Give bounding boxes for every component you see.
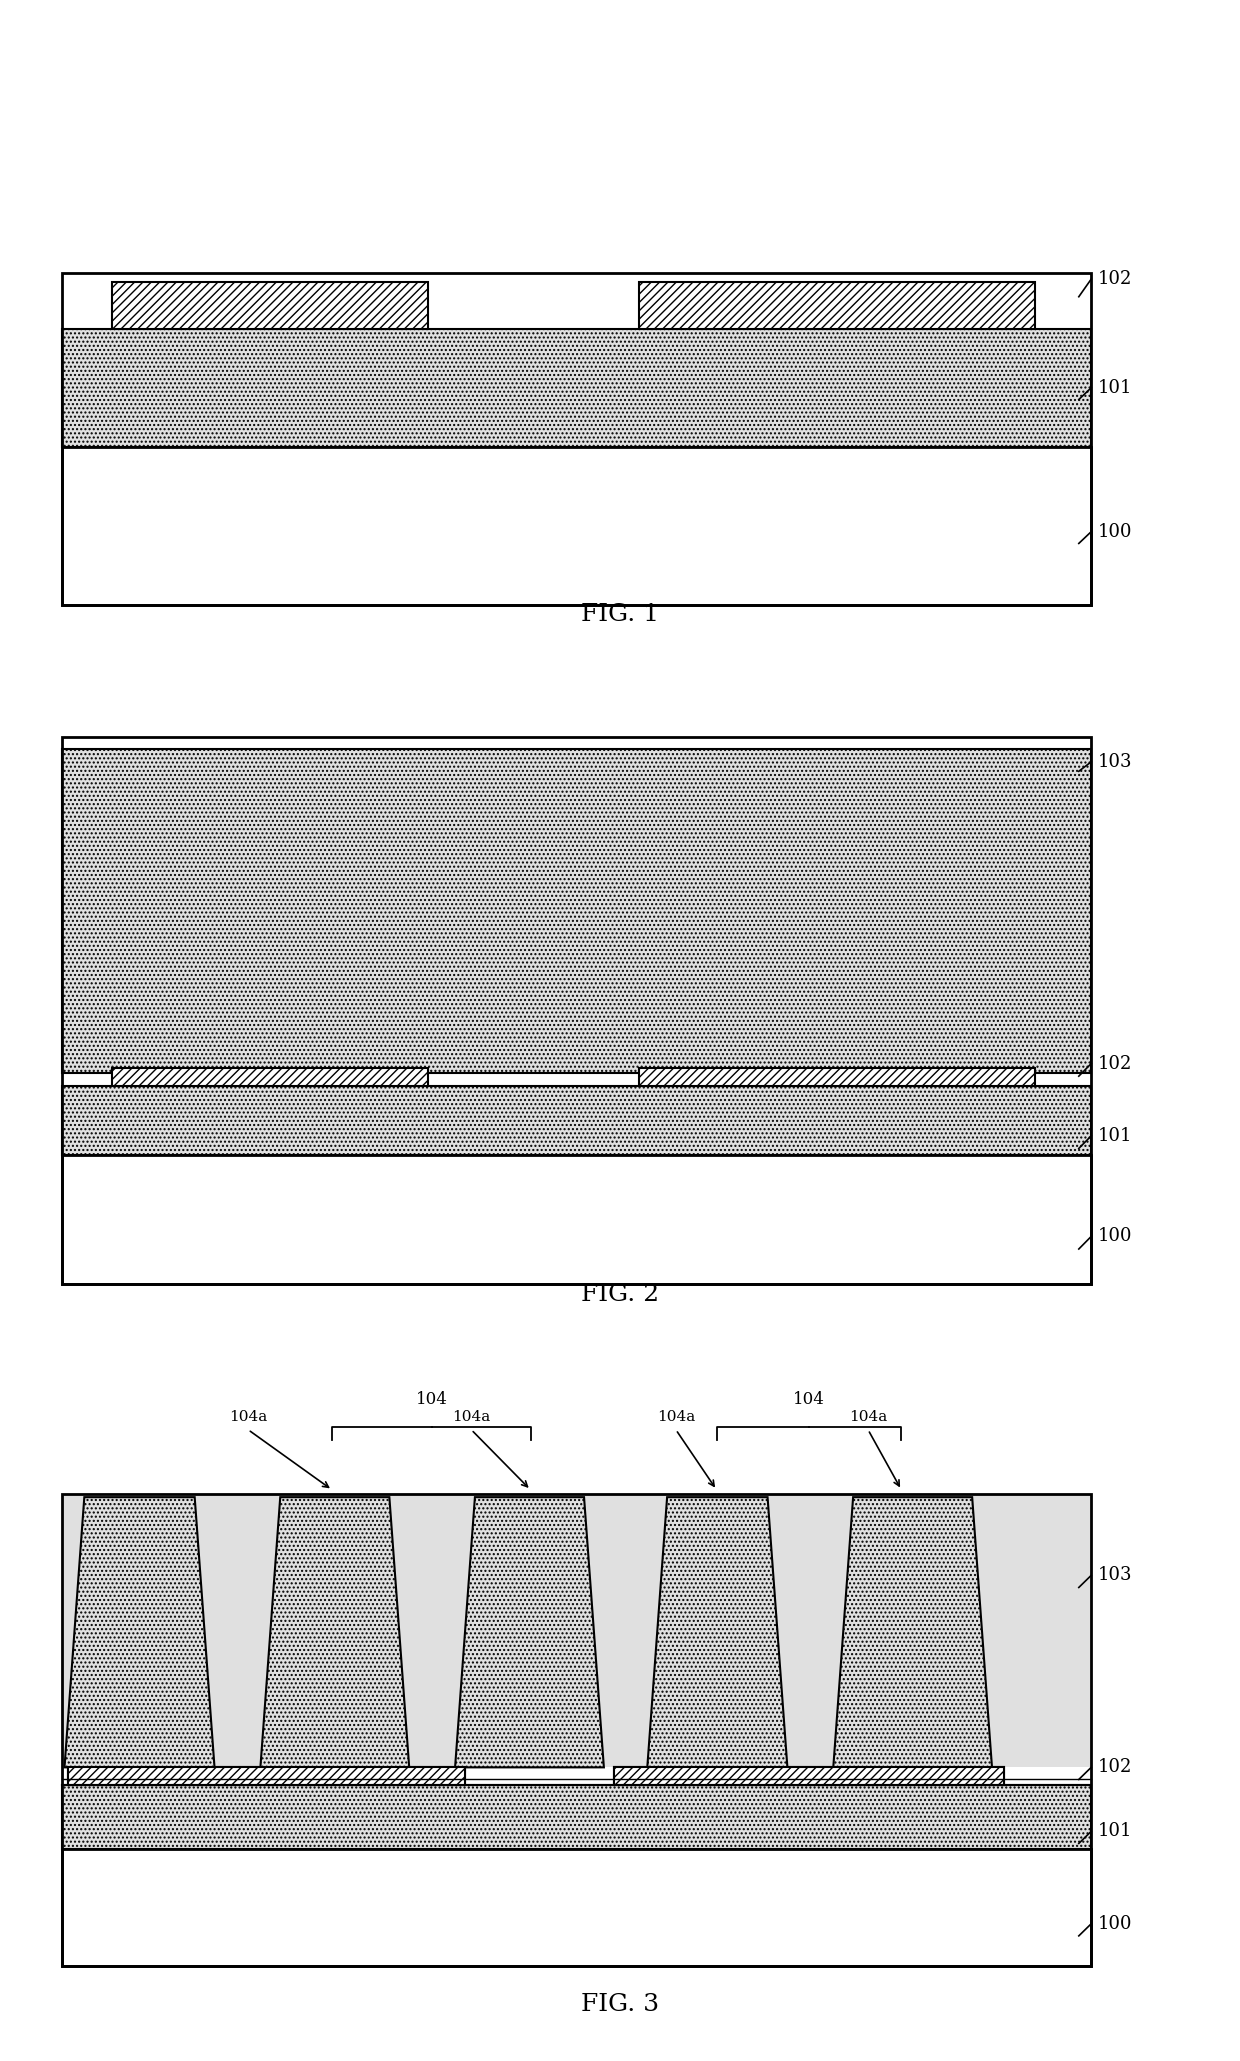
Text: 101: 101 [1097,1822,1132,1840]
Text: 104: 104 [415,1391,448,1408]
Bar [62,1494,1091,1966]
Bar [62,1154,1091,1284]
Bar [639,282,1035,330]
Bar [62,1785,1091,1849]
Bar [639,1068,1035,1086]
Text: 100: 100 [1097,523,1132,540]
Polygon shape [455,1496,604,1768]
Text: 101: 101 [1097,379,1132,398]
Text: 104a: 104a [229,1410,267,1424]
Text: 103: 103 [1097,1566,1132,1585]
Polygon shape [647,1496,787,1768]
Text: 102: 102 [1097,270,1132,289]
Text: 102: 102 [1097,1758,1132,1777]
Text: 104a: 104a [849,1410,887,1424]
Bar [62,330,1091,447]
Bar [614,1768,1004,1785]
Polygon shape [260,1496,409,1768]
Text: 100: 100 [1097,1228,1132,1245]
Bar [62,274,1091,606]
Bar [62,447,1091,606]
Text: 103: 103 [1097,752,1132,771]
Text: 104a: 104a [657,1410,694,1424]
Polygon shape [64,1496,215,1768]
Text: 102: 102 [1097,1055,1132,1072]
Bar [62,1494,1091,1768]
Text: FIG. 1: FIG. 1 [582,602,658,627]
Bar [614,1768,1004,1785]
Text: FIG. 3: FIG. 3 [580,1993,660,2016]
Bar [62,1849,1091,1966]
Text: FIG. 2: FIG. 2 [580,1282,660,1305]
Text: 101: 101 [1097,1127,1132,1144]
Text: 100: 100 [1097,1915,1132,1933]
Bar [112,282,428,330]
Bar [68,1768,465,1785]
Bar [62,736,1091,1284]
Polygon shape [833,1496,992,1768]
Bar [62,750,1091,1074]
Text: 104a: 104a [453,1410,490,1424]
Text: 104: 104 [794,1391,825,1408]
Bar [112,1068,428,1086]
Bar [68,1768,465,1785]
Bar [62,1086,1091,1154]
